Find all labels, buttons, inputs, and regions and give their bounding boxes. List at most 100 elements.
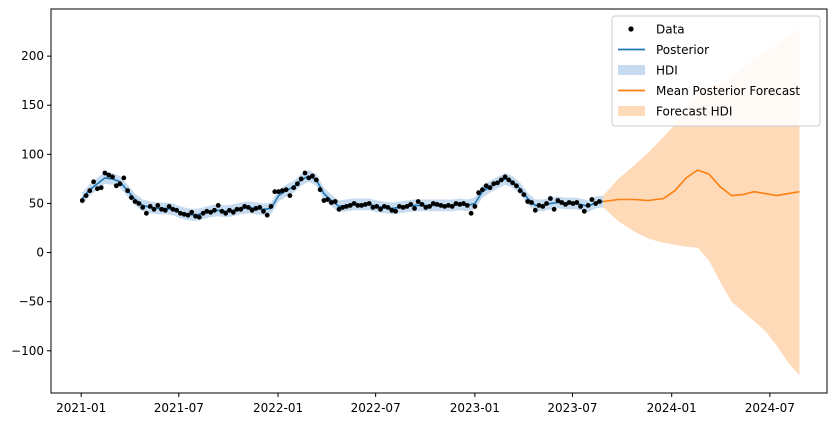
data-point-67 (332, 199, 338, 204)
data-point-10 (117, 181, 123, 187)
x-tick-label-7: 2024-07 (745, 401, 795, 415)
data-point-41 (234, 206, 240, 212)
data-point-11 (121, 175, 127, 181)
data-point-47 (257, 205, 263, 210)
data-point-4 (95, 186, 100, 192)
data-point-58 (298, 176, 304, 182)
data-point-87 (408, 202, 414, 207)
data-point-132 (578, 204, 583, 209)
data-point-72 (351, 201, 357, 206)
data-point-129 (566, 200, 572, 205)
line-mean-posterior-forecast (603, 169, 800, 203)
legend: Data Posterior HDI Mean Posterior Forecast F… (611, 15, 821, 127)
data-point-26 (178, 210, 183, 216)
data-point-78 (374, 204, 380, 209)
data-point-77 (370, 205, 376, 210)
data-point-14 (132, 199, 138, 204)
x-tick-label-0: 2021-01 (56, 401, 106, 415)
data-point-134 (585, 203, 591, 208)
data-point-85 (400, 205, 406, 210)
data-point-44 (246, 205, 251, 210)
data-point-42 (238, 206, 244, 212)
data-point-45 (249, 207, 255, 213)
data-point-89 (415, 199, 421, 204)
data-point-125 (551, 206, 557, 212)
data-point-127 (559, 200, 565, 205)
legend-label-3: Mean Posterior Forecast (656, 84, 800, 98)
data-point-15 (136, 201, 142, 206)
data-point-21 (159, 206, 164, 212)
data-point-128 (563, 202, 568, 207)
data-point-2 (87, 188, 93, 194)
data-point-111 (498, 177, 504, 183)
y-tick-label-1: −50 (19, 295, 44, 309)
data-point-112 (502, 174, 508, 180)
data-point-34 (208, 209, 214, 215)
x-tick-label-6: 2024-01 (647, 401, 697, 415)
data-point-80 (381, 204, 387, 209)
legend-box (611, 15, 821, 127)
data-point-71 (347, 203, 353, 208)
data-point-124 (548, 196, 553, 201)
data-point-91 (423, 205, 429, 210)
data-point-28 (185, 212, 191, 218)
data-point-17 (144, 210, 149, 216)
data-point-48 (261, 208, 266, 214)
data-point-36 (215, 203, 221, 208)
data-point-99 (453, 201, 459, 206)
x-tick-label-1: 2021-07 (154, 401, 204, 415)
y-tick-label-2: 0 (36, 246, 44, 260)
data-point-126 (555, 198, 561, 203)
data-point-12 (125, 188, 130, 194)
y-axis: −100 −50 0 50 100 150 200 (11, 49, 51, 358)
data-point-118 (525, 199, 531, 204)
band-hdi (82, 170, 604, 222)
data-point-51 (272, 189, 278, 195)
data-point-97 (446, 203, 451, 208)
legend-label-0: Data (656, 23, 685, 37)
data-point-117 (521, 192, 527, 198)
data-point-104 (472, 204, 478, 209)
legend-label-2: HDI (656, 64, 678, 78)
data-point-121 (536, 203, 542, 208)
data-point-29 (189, 209, 195, 215)
data-point-74 (359, 203, 364, 208)
data-point-38 (223, 210, 229, 216)
data-point-122 (540, 204, 546, 209)
data-point-39 (227, 207, 232, 213)
data-point-69 (340, 205, 346, 210)
data-point-136 (593, 201, 599, 206)
data-point-75 (363, 202, 368, 207)
data-point-31 (196, 214, 202, 220)
data-point-64 (321, 198, 327, 203)
legend-marker-0 (628, 26, 634, 32)
y-tick-label-6: 200 (21, 49, 44, 63)
data-point-33 (204, 208, 210, 214)
data-point-55 (287, 193, 293, 199)
data-point-70 (344, 204, 349, 209)
data-point-107 (483, 183, 489, 189)
y-tick-label-3: 50 (29, 196, 44, 210)
data-point-81 (385, 205, 391, 210)
data-point-32 (200, 210, 206, 216)
data-point-5 (98, 185, 104, 191)
data-point-93 (430, 201, 436, 206)
data-point-3 (91, 179, 96, 185)
data-point-9 (113, 183, 119, 189)
data-point-65 (325, 197, 330, 202)
data-point-19 (151, 206, 157, 212)
plot-frame (50, 8, 828, 394)
data-point-73 (355, 203, 361, 208)
data-point-40 (230, 209, 236, 215)
data-point-24 (170, 206, 176, 212)
data-point-123 (544, 201, 549, 206)
data-point-108 (487, 185, 493, 191)
data-point-106 (480, 187, 485, 193)
data-point-68 (336, 206, 342, 212)
data-point-94 (434, 202, 440, 207)
data-point-105 (476, 190, 481, 196)
data-point-88 (412, 206, 417, 211)
legend-label-4: Forecast HDI (656, 105, 732, 119)
data-point-98 (449, 204, 455, 209)
